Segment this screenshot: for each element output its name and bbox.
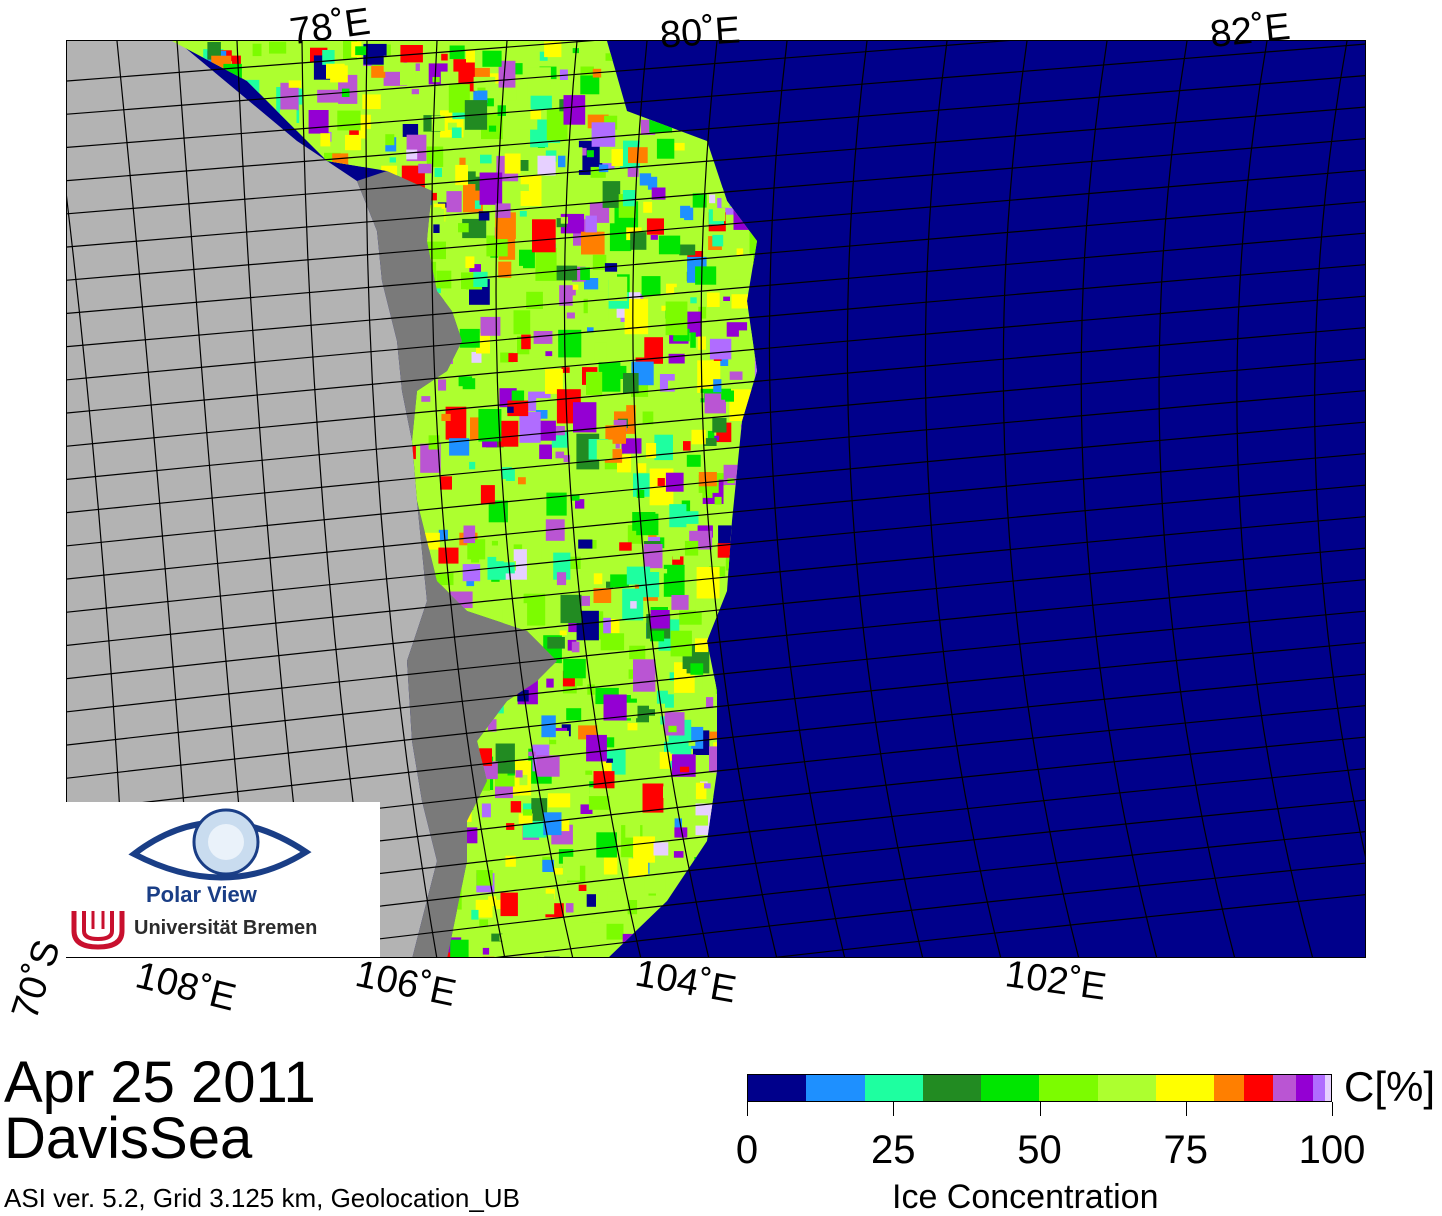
colorbar <box>747 1074 1332 1102</box>
lon-label-106e: 106˚E <box>351 952 460 1016</box>
lon-label-104e: 104˚E <box>632 952 740 1012</box>
colorbar-bin-13 <box>1325 1075 1331 1101</box>
colorbar-bin-10 <box>1272 1075 1296 1101</box>
map-date: Apr 25 2011 <box>4 1050 316 1115</box>
colorbar-tick-label: 50 <box>1017 1128 1062 1172</box>
logo-institution: Universität Bremen <box>134 917 318 939</box>
colorbar-bin-9 <box>1243 1075 1273 1101</box>
colorbar-bin-4 <box>981 1075 1040 1101</box>
product-info: ASI ver. 5.2, Grid 3.125 km, Geolocation… <box>4 1183 520 1213</box>
colorbar-tick-label: 25 <box>871 1128 916 1172</box>
colorbar-bin-2 <box>864 1075 923 1101</box>
colorbar-bin-11 <box>1296 1075 1314 1101</box>
polar-view-logo: Polar View Universität Bremen <box>66 802 380 957</box>
colorbar-tick-label: 0 <box>735 1128 759 1172</box>
colorbar-bin-0 <box>748 1075 807 1101</box>
colorbar-tick-mark <box>747 1102 748 1116</box>
region-name: DavisSea <box>4 1106 253 1171</box>
logo-title: Polar View <box>146 882 257 907</box>
colorbar-tick-mark <box>893 1102 895 1116</box>
lon-label-108e: 108˚E <box>131 954 240 1020</box>
colorbar-bin-6 <box>1097 1075 1157 1101</box>
colorbar-bin-12 <box>1313 1075 1326 1101</box>
colorbar-bin-5 <box>1039 1075 1098 1101</box>
colorbar-title: Ice Concentration <box>892 1178 1159 1216</box>
colorbar-tick-label: 100 <box>1298 1128 1366 1172</box>
lon-label-80e: 80˚E <box>658 9 742 57</box>
colorbar-bin-1 <box>806 1075 865 1101</box>
eye-icon <box>128 808 312 881</box>
colorbar-tick-mark <box>1332 1102 1333 1116</box>
colorbar-tick-label: 75 <box>1163 1128 1209 1172</box>
lat-label-70s: 70˚S <box>4 935 69 1025</box>
colorbar-tick-mark <box>1185 1102 1187 1116</box>
colorbar-tick-mark <box>1039 1102 1041 1116</box>
university-seal-icon <box>71 911 125 950</box>
lon-label-102e: 102˚E <box>1002 953 1109 1009</box>
colorbar-unit: C[%] <box>1344 1063 1436 1110</box>
colorbar-bin-7 <box>1156 1075 1215 1101</box>
colorbar-bin-3 <box>922 1075 982 1101</box>
lon-label-82e: 82˚E <box>1208 5 1293 57</box>
ice-shelf <box>297 141 557 957</box>
colorbar-bin-8 <box>1214 1075 1244 1101</box>
